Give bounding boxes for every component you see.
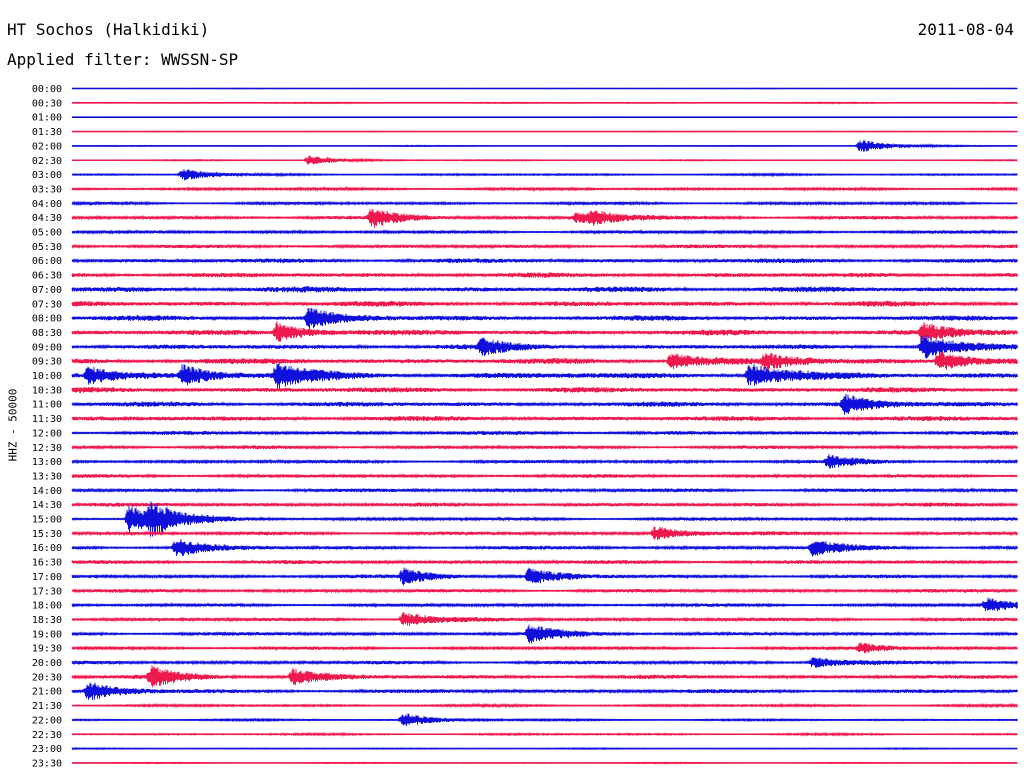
row-label-1930: 19:30 [32, 644, 62, 655]
row-label-0100: 01:00 [32, 113, 62, 124]
row-label-0000: 00:00 [32, 84, 62, 95]
row-label-1500: 15:00 [32, 515, 62, 526]
record-date: 2011-08-04 [917, 20, 1014, 39]
row-label-0300: 03:00 [32, 170, 62, 181]
row-label-0800: 08:00 [32, 314, 62, 325]
row-label-1300: 13:00 [32, 457, 62, 468]
row-label-1400: 14:00 [32, 486, 62, 497]
row-label-0230: 02:30 [32, 156, 62, 167]
row-label-0400: 04:00 [32, 199, 62, 210]
row-label-1530: 15:30 [32, 529, 62, 540]
row-label-1430: 14:30 [32, 500, 62, 511]
row-label-2000: 20:00 [32, 658, 62, 669]
row-label-1100: 11:00 [32, 400, 62, 411]
row-label-0130: 01:30 [32, 127, 62, 138]
row-label-1230: 12:30 [32, 443, 62, 454]
row-label-0730: 07:30 [32, 299, 62, 310]
row-label-2130: 21:30 [32, 701, 62, 712]
row-label-0600: 06:00 [32, 256, 62, 267]
row-label-1730: 17:30 [32, 586, 62, 597]
row-label-0930: 09:30 [32, 357, 62, 368]
row-label-1800: 18:00 [32, 601, 62, 612]
filter-label: Applied filter: WWSSN-SP [7, 50, 239, 69]
row-label-2230: 22:30 [32, 730, 62, 741]
row-label-1830: 18:30 [32, 615, 62, 626]
row-label-1600: 16:00 [32, 543, 62, 554]
row-label-0830: 08:30 [32, 328, 62, 339]
row-time-labels: 00:00 00:30 01:00 01:30 02:00 02:30 03:00 03:30… [32, 84, 62, 769]
row-label-0330: 03:30 [32, 184, 62, 195]
row-label-2330: 23:30 [32, 758, 62, 769]
row-label-0500: 05:00 [32, 228, 62, 239]
row-label-1630: 16:30 [32, 558, 62, 569]
row-label-0530: 05:30 [32, 242, 62, 253]
row-label-1130: 11:30 [32, 414, 62, 425]
row-label-2300: 23:00 [32, 744, 62, 755]
row-label-1330: 13:30 [32, 471, 62, 482]
row-label-0630: 06:30 [32, 271, 62, 282]
row-label-1700: 17:00 [32, 572, 62, 583]
trace-row-0930 [71, 351, 1018, 371]
row-label-2100: 21:00 [32, 687, 62, 698]
row-label-2030: 20:30 [32, 672, 62, 683]
row-label-1900: 19:00 [32, 629, 62, 640]
row-label-0700: 07:00 [32, 285, 62, 296]
row-label-2200: 22:00 [32, 715, 62, 726]
row-label-0200: 02:00 [32, 141, 62, 152]
row-label-1200: 12:00 [32, 428, 62, 439]
row-label-1030: 10:30 [32, 385, 62, 396]
row-label-1000: 10:00 [32, 371, 62, 382]
seismic-traces [71, 87, 1018, 765]
row-label-0030: 00:30 [32, 98, 62, 109]
row-label-0900: 09:00 [32, 342, 62, 353]
row-label-0430: 04:30 [32, 213, 62, 224]
station-title: HT Sochos (Halkidiki) [7, 20, 210, 39]
